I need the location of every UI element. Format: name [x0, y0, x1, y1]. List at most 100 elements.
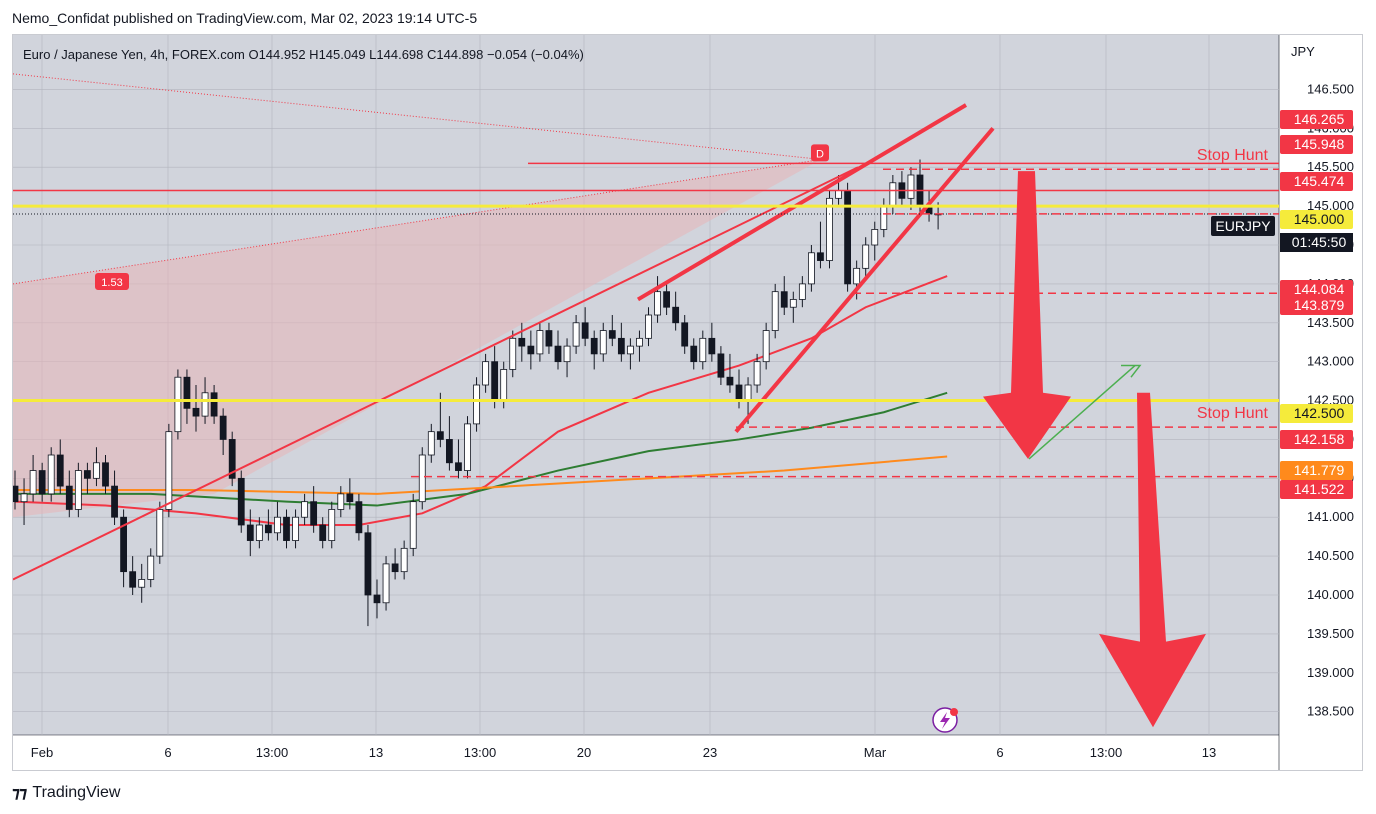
- candle-body: [129, 571, 137, 588]
- candle-body: [319, 524, 327, 541]
- candle-body: [599, 330, 607, 355]
- candle-body: [889, 182, 897, 207]
- candle-body: [482, 361, 490, 386]
- price-label: 145.474: [1294, 173, 1345, 189]
- candle-body: [382, 563, 390, 604]
- y-tick-label: 143.000: [1307, 354, 1354, 369]
- candle-body: [627, 345, 634, 355]
- candle-body: [436, 431, 444, 440]
- price-label-box: [1280, 110, 1353, 129]
- candle-body: [373, 594, 381, 604]
- candle-body: [880, 205, 888, 230]
- x-tick-label: 6: [996, 745, 1003, 760]
- candle-body: [581, 322, 589, 339]
- price-label: 145.948: [1294, 136, 1345, 152]
- price-label-box: [1280, 404, 1353, 423]
- candle-body: [771, 291, 779, 331]
- candle-body: [38, 470, 46, 495]
- stop-hunt-label: Stop Hunt: [1197, 405, 1269, 422]
- candle-body: [590, 337, 598, 355]
- candle-body: [65, 485, 73, 510]
- y-tick-label: 139.000: [1307, 665, 1354, 680]
- candle-body: [93, 462, 100, 479]
- countdown-box: [1280, 233, 1353, 252]
- candle-body: [491, 361, 499, 401]
- x-tick-label: 13: [1202, 745, 1216, 760]
- y-tick-label: 138.500: [1307, 704, 1354, 719]
- candle-body: [753, 361, 761, 386]
- y-tick-label: 142.500: [1307, 393, 1354, 408]
- candle-body: [744, 384, 752, 401]
- candle-body: [409, 501, 417, 549]
- symbol-tag: EURJPY: [1215, 218, 1271, 234]
- chart-title: Euro / Japanese Yen, 4h, FOREX.com O144.…: [23, 47, 584, 62]
- candle-body: [228, 439, 236, 479]
- down-arrow-2: [1099, 392, 1206, 728]
- candle-body: [274, 516, 281, 534]
- footer-brand[interactable]: ⁊⁊ TradingView: [12, 783, 120, 803]
- candle-body: [545, 330, 553, 347]
- x-tick-label: 23: [703, 745, 717, 760]
- candle-body: [473, 384, 480, 425]
- time-axis: Feb 6 13:00 13 13:00 20 23 Mar 6 13:00 13: [31, 745, 1216, 760]
- candle-body: [726, 376, 734, 386]
- up-arrow-line: [1028, 364, 1136, 460]
- price-label: 143.879: [1294, 297, 1345, 313]
- candle-body: [292, 516, 299, 541]
- candle-body: [455, 462, 462, 471]
- dotted-line-upper: [13, 73, 822, 160]
- candle-body: [174, 376, 182, 433]
- x-tick-label: 13:00: [1090, 745, 1123, 760]
- price-label: 142.500: [1294, 405, 1345, 421]
- d-marker-box: [811, 144, 829, 162]
- candle-body: [355, 501, 363, 534]
- candle-body: [283, 516, 290, 541]
- x-tick-label: 6: [164, 745, 171, 760]
- candle-body: [500, 369, 508, 401]
- candle-body: [74, 470, 82, 510]
- candle-body: [56, 454, 64, 487]
- candle-body: [237, 477, 245, 526]
- candle-body: [13, 485, 19, 503]
- candle-body: [147, 555, 155, 580]
- trendline-main: [13, 166, 859, 581]
- candle-body: [862, 244, 870, 269]
- stop-hunt-label: Stop Hunt: [1197, 147, 1269, 164]
- candle-body: [563, 345, 571, 363]
- candle-body: [418, 454, 426, 503]
- y-tick-label: 139.500: [1307, 626, 1354, 641]
- candle-body: [798, 283, 806, 300]
- wedge-lower-line: [734, 127, 995, 433]
- candle-body: [690, 345, 698, 363]
- candle-body: [699, 337, 707, 363]
- publisher-line: Nemo_Confidat published on TradingView.c…: [12, 10, 478, 26]
- y-tick-label: 145.500: [1307, 159, 1354, 174]
- candle-body: [527, 345, 535, 355]
- candle-body: [165, 431, 173, 510]
- candle-body: [183, 376, 191, 409]
- x-tick-label: 20: [577, 745, 591, 760]
- candle-body: [210, 392, 218, 417]
- candle-body: [445, 439, 453, 464]
- candle-body: [663, 291, 670, 308]
- x-tick-label: Mar: [864, 745, 887, 760]
- candle-body: [246, 524, 254, 541]
- candle-body: [554, 345, 562, 363]
- y-tick-label: 143.500: [1307, 315, 1354, 330]
- candle-body: [518, 337, 526, 347]
- candle-body: [111, 485, 118, 518]
- x-tick-label: 13:00: [464, 745, 497, 760]
- lightning-icon: [932, 707, 958, 733]
- candle-body: [337, 493, 345, 510]
- candle-body: [808, 252, 815, 285]
- candle-body: [636, 337, 643, 347]
- price-label: 142.158: [1294, 431, 1345, 447]
- price-label-box: [1280, 135, 1353, 154]
- pink-zone: [13, 73, 822, 518]
- pink-zone-fill: [13, 159, 821, 518]
- candle-body: [617, 337, 625, 355]
- price-label-box: [1280, 461, 1353, 480]
- price-label-box: [1280, 280, 1353, 299]
